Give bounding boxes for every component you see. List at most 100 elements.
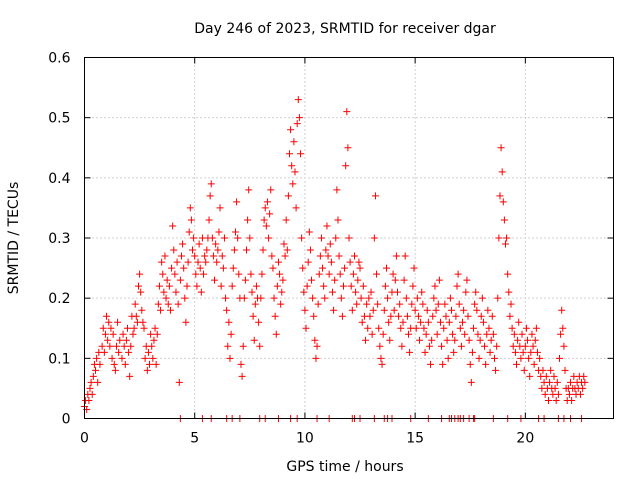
data-point-439 (567, 378, 575, 386)
data-point-226 (332, 234, 340, 242)
data-point-254 (363, 300, 371, 308)
data-point-338 (455, 300, 463, 308)
data-point-73 (163, 276, 171, 284)
data-point-417 (542, 372, 550, 380)
data-point-131 (227, 330, 235, 338)
data-point-265 (375, 324, 383, 332)
data-point-361 (481, 342, 489, 350)
data-point-61 (150, 336, 158, 344)
data-point-111 (205, 216, 213, 224)
data-point-416 (541, 390, 549, 398)
data-point-88 (180, 264, 188, 272)
data-point-44 (131, 300, 139, 308)
data-point-236 (343, 108, 351, 116)
data-point-129 (225, 318, 233, 326)
data-point-323 (439, 360, 447, 368)
data-point-108 (202, 258, 210, 266)
data-point-293 (406, 348, 414, 356)
data-point-207 (311, 336, 319, 344)
data-point-235 (342, 162, 350, 170)
x-tick-label-2: 10 (296, 431, 314, 447)
data-point-419 (544, 396, 552, 404)
data-point-97 (190, 234, 198, 242)
data-point-52 (140, 324, 148, 332)
data-point-253 (362, 336, 370, 344)
data-point-359 (478, 294, 486, 302)
data-point-132 (228, 282, 236, 290)
data-point-303 (417, 318, 425, 326)
data-point-188 (290, 138, 298, 146)
data-point-275 (386, 336, 394, 344)
data-point-96 (189, 246, 197, 254)
data-point-218 (323, 222, 331, 230)
data-point-214 (319, 264, 327, 272)
data-point-191 (293, 120, 301, 128)
data-point-5 (86, 384, 94, 392)
data-point-133 (229, 264, 237, 272)
y-axis-ticks: 0 0.1 0.2 0.3 0.4 0.5 0.6 (48, 51, 614, 428)
data-point-366 (486, 348, 494, 356)
data-point-313 (428, 336, 436, 344)
data-point-180 (281, 252, 289, 260)
data-point-158 (257, 294, 265, 302)
y-tick-label-5: 0.5 (48, 111, 70, 127)
data-point-197 (300, 288, 308, 296)
data-point-382 (504, 270, 512, 278)
data-point-448 (576, 390, 584, 398)
data-point-225 (331, 276, 339, 284)
data-point-117 (212, 240, 220, 248)
data-point-221 (326, 240, 334, 248)
data-point-247 (355, 258, 363, 266)
data-point-209 (313, 342, 321, 350)
data-point-287 (399, 318, 407, 326)
data-point-149 (247, 270, 255, 278)
data-point-349 (467, 378, 475, 386)
data-point-270 (380, 306, 388, 314)
data-point-240 (347, 282, 355, 290)
data-point-314 (429, 312, 437, 320)
data-point-135 (231, 228, 239, 236)
data-point-178 (279, 276, 287, 284)
data-point-244 (352, 288, 360, 296)
data-point-98 (191, 252, 199, 260)
x-tick-label-3: 15 (406, 431, 424, 447)
data-point-104 (197, 288, 205, 296)
data-point-165 (265, 234, 273, 242)
data-point-332 (449, 330, 457, 338)
data-point-271 (381, 282, 389, 290)
data-point-395 (518, 330, 526, 338)
data-point-150 (248, 288, 256, 296)
data-point-424 (550, 372, 558, 380)
data-point-76 (166, 306, 174, 314)
data-point-174 (274, 258, 282, 266)
data-point-346 (464, 312, 472, 320)
data-point-171 (271, 312, 279, 320)
data-point-414 (539, 366, 547, 374)
data-point-34 (120, 342, 128, 350)
data-point-205 (309, 294, 317, 302)
data-point-333 (450, 348, 458, 356)
data-point-304 (418, 288, 426, 296)
y-tick-label-1: 0.1 (48, 351, 70, 367)
data-point-12 (94, 378, 102, 386)
data-point-71 (161, 252, 169, 260)
data-point-396 (519, 348, 527, 356)
data-point-68 (158, 258, 166, 266)
data-point-348 (466, 360, 474, 368)
data-point-206 (310, 312, 318, 320)
data-point-249 (357, 294, 365, 302)
data-point-358 (477, 312, 485, 320)
data-point-164 (263, 198, 271, 206)
data-point-194 (297, 150, 305, 158)
data-point-239 (346, 258, 354, 266)
data-point-77 (168, 264, 176, 272)
data-point-86 (177, 252, 185, 260)
data-point-335 (452, 312, 460, 320)
data-point-273 (384, 294, 392, 302)
data-point-248 (356, 264, 364, 272)
data-point-274 (385, 318, 393, 326)
data-point-196 (299, 264, 307, 272)
data-point-74 (164, 300, 172, 308)
data-point-106 (200, 270, 208, 278)
